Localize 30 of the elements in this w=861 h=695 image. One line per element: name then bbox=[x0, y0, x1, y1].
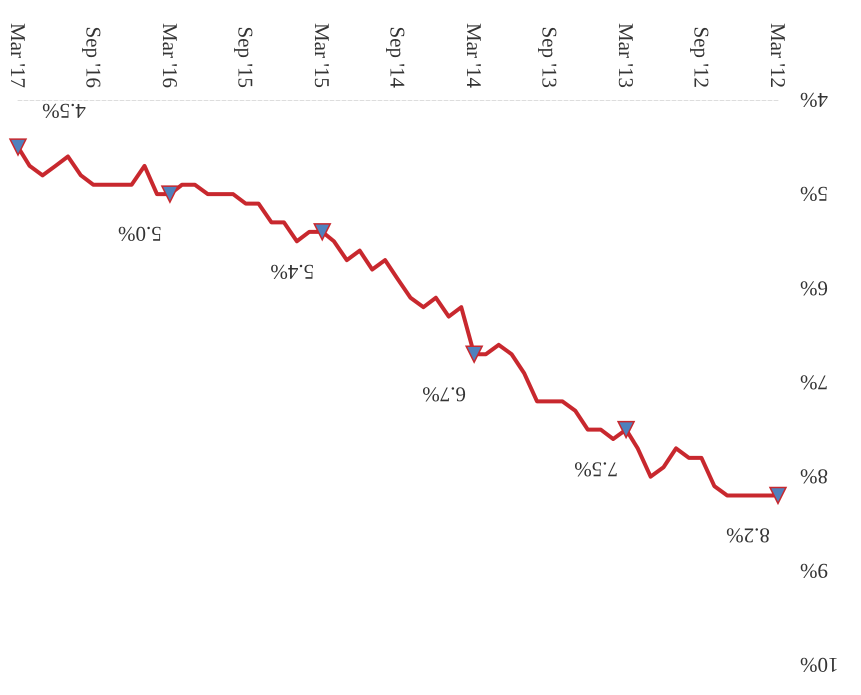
data-label: 7.5% bbox=[574, 458, 618, 482]
x-tick-label: Mar '15 bbox=[310, 22, 334, 88]
data-label: 8.2% bbox=[726, 524, 770, 548]
x-tick-label: Mar '17 bbox=[6, 22, 30, 88]
x-tick-label: Mar '12 bbox=[766, 22, 790, 88]
data-label: 5.4% bbox=[270, 260, 314, 284]
y-tick-label: 9% bbox=[800, 558, 828, 583]
point bbox=[617, 420, 635, 438]
y-tick-label: 4% bbox=[800, 88, 828, 112]
x-tick-label: Sep '13 bbox=[538, 26, 562, 88]
x-tick-label: Sep '12 bbox=[689, 26, 714, 88]
y-tick-label: 6% bbox=[800, 276, 828, 300]
point bbox=[465, 346, 483, 363]
y-tick-label: 5% bbox=[800, 182, 828, 206]
x-tick-label: Sep '14 bbox=[386, 26, 410, 88]
y-tick-label: 10% bbox=[800, 653, 838, 677]
x-tick-label: Sep '15 bbox=[234, 26, 258, 88]
data-label: 4.5% bbox=[42, 99, 86, 124]
data-label: 6.7% bbox=[422, 382, 466, 406]
x-tick-label: Sep '16 bbox=[81, 26, 106, 88]
y-tick-label: 7% bbox=[800, 370, 828, 394]
data-label: 5.0% bbox=[118, 222, 162, 246]
point bbox=[769, 486, 787, 504]
x-tick-label: Mar '13 bbox=[614, 22, 638, 88]
point bbox=[161, 185, 179, 203]
point bbox=[9, 138, 27, 156]
x-tick-label: Mar '16 bbox=[158, 22, 182, 88]
x-tick-label: Mar '14 bbox=[462, 22, 486, 88]
y-tick-label: 8% bbox=[800, 464, 828, 489]
point bbox=[314, 223, 331, 241]
